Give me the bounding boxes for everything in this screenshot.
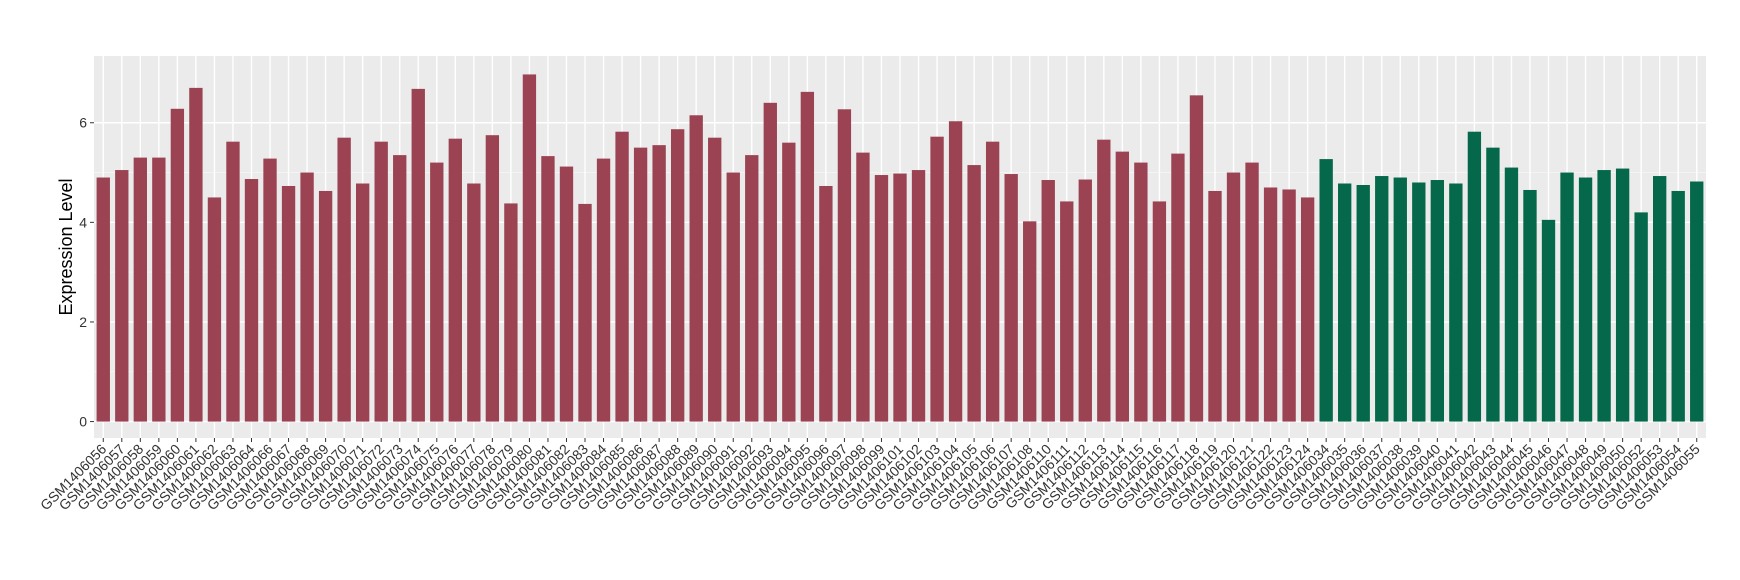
bar	[1097, 139, 1111, 422]
bar	[782, 142, 796, 422]
bar	[318, 190, 333, 422]
bar	[633, 147, 648, 422]
bar	[1208, 190, 1222, 422]
bar	[189, 87, 203, 422]
bar	[1541, 219, 1556, 422]
bar	[1060, 201, 1074, 422]
bar	[1282, 189, 1296, 422]
bar	[170, 108, 185, 422]
bar	[578, 203, 592, 422]
bar	[1467, 131, 1482, 422]
y-tick-label: 2	[79, 314, 87, 330]
bar	[948, 121, 963, 422]
bar	[411, 88, 425, 422]
bar	[874, 175, 889, 422]
bar	[1078, 179, 1092, 422]
bar	[1300, 197, 1315, 422]
bar	[985, 141, 1000, 422]
bar	[207, 197, 222, 422]
bar	[133, 157, 147, 422]
bar	[1023, 221, 1037, 422]
bar	[708, 137, 722, 422]
bar	[1504, 167, 1519, 422]
bar	[1263, 187, 1278, 422]
bar	[1671, 190, 1685, 422]
bar	[1152, 201, 1167, 422]
bar	[1189, 95, 1204, 422]
bar	[559, 166, 574, 422]
bar	[1560, 172, 1574, 422]
bar	[281, 185, 296, 422]
bar	[856, 152, 870, 422]
y-axis-label: Expression Level	[56, 178, 76, 315]
bar	[967, 165, 981, 422]
bar	[448, 138, 462, 422]
bar	[615, 131, 629, 422]
bar	[1319, 159, 1333, 422]
bar	[1375, 176, 1389, 422]
bar	[763, 102, 777, 422]
bar	[115, 170, 129, 422]
bar	[1338, 183, 1352, 422]
bar	[96, 177, 110, 422]
bar	[1226, 172, 1241, 422]
bar	[226, 141, 240, 422]
bar	[1115, 151, 1130, 422]
bar	[1041, 180, 1055, 422]
bar	[1430, 180, 1445, 422]
bar	[300, 172, 314, 422]
bar	[1690, 181, 1704, 422]
bar	[152, 157, 166, 422]
bar	[893, 173, 907, 422]
bar	[337, 137, 351, 422]
bar	[837, 109, 852, 422]
bar	[1412, 182, 1426, 422]
bar	[244, 179, 259, 422]
bar	[1486, 147, 1500, 422]
bar	[374, 141, 388, 422]
bar	[670, 129, 685, 422]
y-tick-label: 0	[79, 414, 87, 430]
bar	[930, 136, 944, 422]
bar	[596, 158, 611, 422]
bar	[467, 183, 481, 422]
bar	[1004, 174, 1018, 422]
bar	[1578, 177, 1593, 422]
bar	[911, 170, 926, 422]
bar	[800, 91, 815, 422]
bar	[1523, 189, 1537, 422]
y-tick-label: 4	[79, 214, 87, 230]
bar	[430, 162, 444, 422]
bar	[1171, 153, 1185, 422]
bar	[1393, 177, 1407, 422]
bar	[726, 172, 740, 422]
bar	[522, 74, 537, 422]
bar	[1449, 183, 1463, 422]
bar	[652, 145, 666, 422]
bar	[355, 183, 370, 422]
bar	[689, 115, 703, 422]
bar	[541, 156, 555, 422]
bar	[745, 155, 759, 422]
bar	[1134, 162, 1148, 422]
bar	[485, 135, 500, 422]
bar	[1597, 170, 1611, 422]
bar	[1356, 184, 1370, 422]
bar	[819, 185, 833, 422]
bar	[1615, 168, 1630, 422]
bar	[504, 203, 518, 422]
bar	[263, 158, 277, 422]
bar	[1634, 212, 1648, 422]
bar	[1245, 162, 1259, 422]
y-tick-label: 6	[79, 115, 87, 131]
bar	[393, 155, 407, 422]
bar	[1653, 176, 1667, 422]
